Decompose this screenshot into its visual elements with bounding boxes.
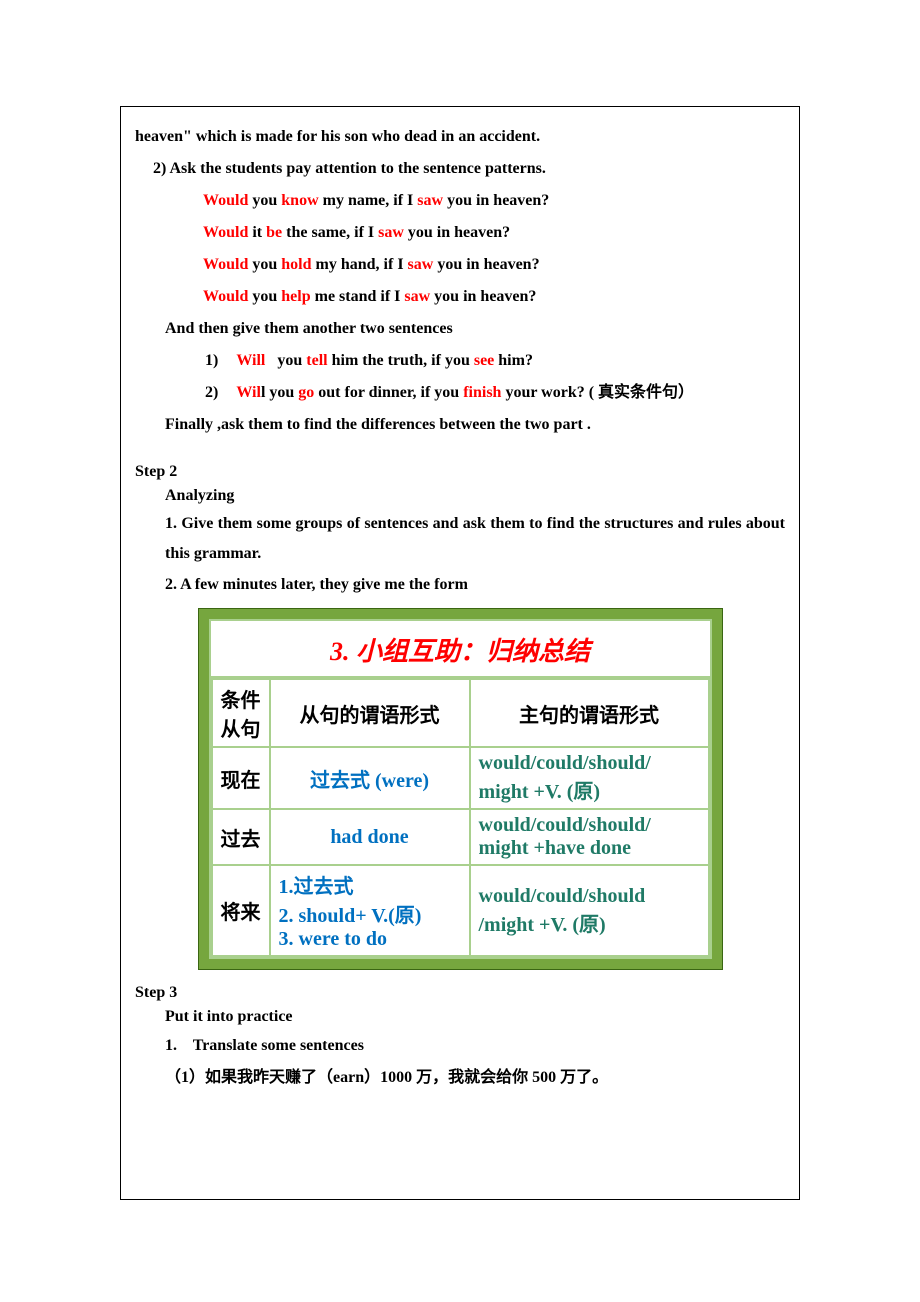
- list-number: 1): [205, 345, 218, 377]
- finally-line: Finally ,ask them to find the difference…: [135, 409, 785, 441]
- grammar-table-inner: 3. 小组互助：归纳总结 条件从句 从句的谓语形式 主句的谓语形式 现在 过去式…: [209, 619, 712, 959]
- table-cell: had done: [270, 809, 470, 865]
- example-1: 1) Will you tell him the truth, if you s…: [135, 345, 785, 377]
- step-3-p2: （1）如果我昨天赚了（earn）1000 万，我就会给你 500 万了。: [135, 1062, 785, 1094]
- table-header: 主句的谓语形式: [470, 679, 709, 747]
- table-header: 条件从句: [212, 679, 270, 747]
- page-border: heaven" which is made for his son who de…: [120, 106, 800, 1200]
- list-number: 2): [205, 377, 218, 409]
- intro-line: heaven" which is made for his son who de…: [135, 121, 785, 153]
- lyric-line: Would it be the same, if I saw you in he…: [135, 217, 785, 249]
- table-row: 现在 过去式 (were) would/could/should/might +…: [212, 747, 709, 809]
- example-text: Will you go out for dinner, if you finis…: [236, 377, 694, 409]
- lyric-line: Would you hold my hand, if I saw you in …: [135, 249, 785, 281]
- lyric-line: Would you know my name, if I saw you in …: [135, 185, 785, 217]
- table-cell: 将来: [212, 865, 270, 956]
- then-line: And then give them another two sentences: [135, 313, 785, 345]
- table-cell: 过去式 (were): [270, 747, 470, 809]
- example-2: 2) Will you go out for dinner, if you fi…: [135, 377, 785, 409]
- table-row: 条件从句 从句的谓语形式 主句的谓语形式: [212, 679, 709, 747]
- table-cell: 过去: [212, 809, 270, 865]
- step-2-p2: 2. A few minutes later, they give me the…: [135, 570, 785, 600]
- table-cell: would/could/should/might +V. (原): [470, 747, 709, 809]
- table-header: 从句的谓语形式: [270, 679, 470, 747]
- step-2-p1: 1. Give them some groups of sentences an…: [135, 509, 785, 570]
- table-cell: 1.过去式2. should+ V.(原)3. were to do: [270, 865, 470, 956]
- step-2-subtitle: Analyzing: [135, 487, 785, 505]
- point-2: 2) Ask the students pay attention to the…: [135, 153, 785, 185]
- step-3-subtitle: Put it into practice: [135, 1008, 785, 1026]
- step-3-p1: 1. Translate some sentences: [135, 1030, 785, 1062]
- example-text: Will you tell him the truth, if you see …: [236, 345, 533, 377]
- table-cell: would/could/should/might +have done: [470, 809, 709, 865]
- lyric-line: Would you help me stand if I saw you in …: [135, 281, 785, 313]
- step-3-title: Step 3: [135, 984, 785, 1002]
- grammar-table-wrap: 3. 小组互助：归纳总结 条件从句 从句的谓语形式 主句的谓语形式 现在 过去式…: [198, 608, 723, 970]
- table-cell: 现在: [212, 747, 270, 809]
- table-cell: would/could/should/might +V. (原): [470, 865, 709, 956]
- grammar-table: 条件从句 从句的谓语形式 主句的谓语形式 现在 过去式 (were) would…: [211, 678, 710, 957]
- lyrics-block: Would you know my name, if I saw you in …: [135, 185, 785, 313]
- step-2-title: Step 2: [135, 463, 785, 481]
- table-row: 过去 had done would/could/should/might +ha…: [212, 809, 709, 865]
- table-title: 3. 小组互助：归纳总结: [211, 621, 710, 678]
- table-row: 将来 1.过去式2. should+ V.(原)3. were to do wo…: [212, 865, 709, 956]
